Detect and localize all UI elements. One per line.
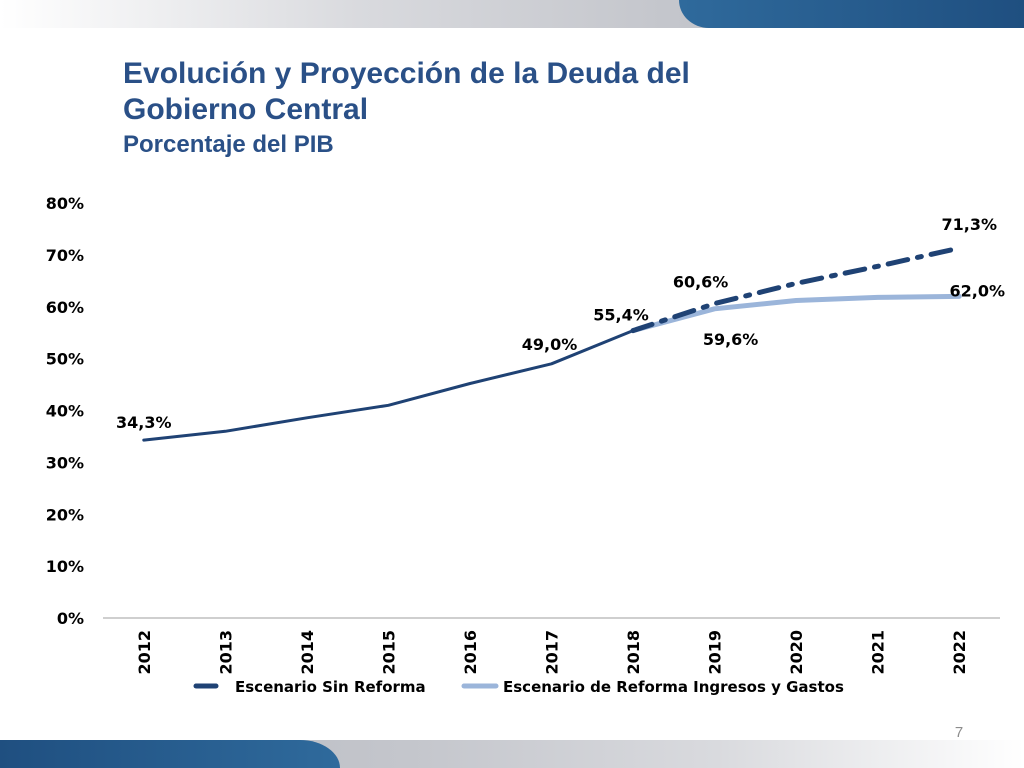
series-sin-reforma-historical-line [142,329,635,442]
y-tick-label: 20% [46,505,84,524]
x-tick-label: 2012 [135,630,154,675]
x-tick-label: 2022 [950,630,969,675]
data-label: 62,0% [949,281,1005,300]
data-point-s0-2014 [305,416,309,420]
x-tick-label: 2015 [379,630,398,675]
top-decor-accent [679,0,1024,28]
data-point-s1-2018 [631,329,635,333]
bottom-decor-accent [0,740,340,768]
x-tick-label: 2013 [216,630,235,675]
data-point-s0-2022 [957,246,961,250]
page-subtitle: Porcentaje del PIB [123,131,334,158]
y-tick-label: 0% [57,609,84,628]
data-point-s0-2017 [550,362,554,366]
page-number: 7 [954,724,964,741]
y-tick-label: 40% [46,402,84,421]
data-point-s0-2012 [142,438,146,442]
data-label: 71,3% [941,215,997,234]
data-label: 60,6% [673,273,729,292]
y-tick-label: 10% [46,557,84,576]
data-point-s0-2021 [876,264,880,268]
data-label: 59,6% [703,330,759,349]
x-tick-label: 2016 [461,630,480,675]
page-title-line-2: Gobierno Central [123,93,369,126]
data-point-s0-2020 [794,281,798,285]
data-point-s0-2015 [386,403,390,407]
data-label: 55,4% [593,306,649,325]
data-label: 34,3% [116,413,172,432]
legend-label-sin-reforma: Escenario Sin Reforma [235,678,426,696]
x-tick-label: 2019 [706,630,725,675]
data-label: 49,0% [522,335,578,354]
data-point-s0-2013 [223,429,227,433]
x-tick-label: 2017 [543,630,562,675]
legend-label-reforma: Escenario de Reforma Ingresos y Gastos [503,678,844,696]
x-tick-label: 2014 [298,630,317,675]
x-tick-label: 2020 [787,630,806,675]
data-point-s1-2020 [794,299,798,303]
data-point-s1-2021 [876,295,880,299]
y-tick-label: 60% [46,298,84,317]
series-sin-reforma-projection-line [630,245,962,334]
x-tick-label: 2021 [869,630,888,675]
data-point-s0-2019 [713,302,717,306]
series-reforma-line [630,293,962,334]
data-point-s0-2016 [468,382,472,386]
x-tick-label: 2018 [624,630,643,675]
y-tick-label: 70% [46,246,84,265]
y-tick-label: 50% [46,350,84,369]
title-block: Evolución y Proyección de la Deuda del G… [123,56,690,160]
page-title-line-1: Evolución y Proyección de la Deuda del [123,57,690,90]
y-tick-label: 30% [46,453,84,472]
data-point-s1-2019 [713,307,717,311]
y-tick-label: 80% [46,194,84,213]
